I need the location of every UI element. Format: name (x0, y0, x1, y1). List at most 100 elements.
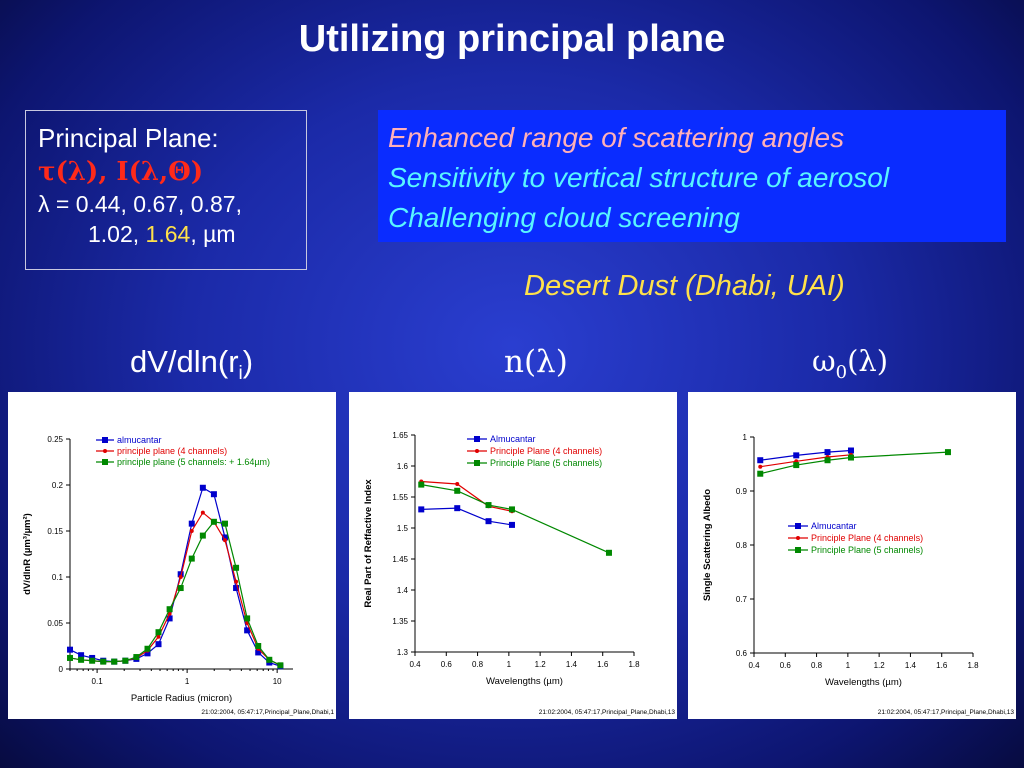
y-axis-label: Real Part of Reffactive Index (363, 479, 374, 608)
data-point (144, 650, 151, 657)
series-line-principle-plane-4-channels- (421, 480, 513, 512)
data-point (122, 657, 129, 664)
legend-label: Principle Plane (4 channels) (490, 446, 602, 456)
x-tick-label: 0.8 (472, 660, 484, 669)
series-line-principle-plane-4-channels- (69, 511, 281, 666)
albedo-title-sub: 0 (835, 361, 848, 383)
y-tick-label: 0.8 (736, 541, 748, 550)
x-tick-label: 1.4 (905, 661, 917, 670)
x-tick-label: 0.6 (441, 660, 453, 669)
wavelength-list-line1: λ = 0.44, 0.67, 0.87, (38, 191, 242, 217)
y-tick-label: 1.35 (392, 617, 408, 626)
data-point (155, 629, 162, 636)
y-tick-label: 1.5 (397, 524, 409, 533)
x-tick-label: 1 (846, 661, 851, 670)
data-point (418, 506, 425, 513)
x-axis-label: Wavelengths (µm) (825, 677, 902, 688)
legend-marker (474, 436, 480, 442)
x-tick-label: 1.8 (628, 660, 640, 669)
y-tick-label: 0.9 (736, 487, 748, 496)
size-title-sub: i (238, 363, 243, 385)
x-tick-label: 1 (185, 677, 190, 686)
dataset-label: Desert Dust (Dhabi, UAI) (524, 270, 845, 302)
data-point (210, 518, 217, 525)
legend-label: principle plane (5 channels: + 1.64µm) (117, 457, 270, 467)
legend-marker (796, 536, 800, 540)
legend-marker (102, 459, 108, 465)
data-point (155, 641, 162, 648)
y-tick-label: 0.05 (47, 619, 63, 628)
legend-label: Principle Plane (5 channels) (490, 458, 602, 468)
data-point (455, 481, 460, 486)
legend-marker (102, 437, 108, 443)
data-point (177, 585, 184, 592)
chart-footer: 21:02:2004, 05:47:17,Principal_Plane,Dha… (539, 709, 676, 716)
data-point (222, 538, 227, 543)
legend-marker (475, 449, 479, 453)
data-point (244, 615, 251, 622)
x-tick-label: 0.6 (780, 661, 792, 670)
x-tick-label: 1.6 (597, 660, 609, 669)
y-tick-label: 1.6 (397, 462, 409, 471)
data-point (221, 520, 228, 527)
refractive-index-title: n(λ) (504, 344, 568, 380)
wavelength-list-part-a: 1.02, (88, 221, 146, 247)
y-tick-label: 1.65 (392, 431, 408, 440)
refractive-index-svg: 1.3 1.35 1.4 1.45 1.5 1.55 1.6 1.65 0.4 0.6 0.8 1 1.… (363, 431, 676, 716)
data-point (200, 510, 205, 515)
data-point (454, 487, 461, 494)
legend-label: Almucantar (811, 521, 857, 531)
data-point (67, 646, 73, 653)
data-point (166, 606, 173, 613)
x-tick-label: 0.4 (748, 661, 760, 670)
x-tick-label: 0.1 (92, 677, 104, 686)
x-tick-label: 1.2 (874, 661, 886, 670)
size-distribution-svg: 0 0.05 0.1 0.15 0.2 0.25 0.1 1 10 Particle Radius… (22, 435, 334, 716)
legend-marker (795, 547, 801, 553)
y-tick-label: 0.1 (52, 573, 64, 582)
feature-item: Challenging cloud screening (388, 202, 740, 233)
albedo-svg: 0.60.70.80.910.4 0.6 0.8 1 1.2 1.4 1.6 1.8Wavel… (702, 433, 1014, 716)
x-tick-label: 0.8 (811, 661, 823, 670)
wavelength-list-line2: 1.02, 1.64, µm (38, 219, 294, 249)
x-tick-label: 1.2 (535, 660, 547, 669)
y-tick-label: 1.55 (392, 493, 408, 502)
data-point (89, 657, 96, 664)
feature-item: Enhanced range of scattering angles (388, 122, 845, 153)
data-point (255, 649, 262, 656)
x-tick-label: 1.6 (936, 661, 948, 670)
data-point (177, 571, 184, 578)
albedo-title: ω0(λ) (812, 344, 888, 383)
x-axis-label: Wavelengths (µm) (486, 676, 563, 687)
data-point (847, 447, 854, 454)
data-point (485, 502, 492, 509)
data-point (167, 611, 172, 616)
data-point (508, 506, 515, 513)
x-tick-label: 1.8 (967, 661, 979, 670)
legend-label: Principle Plane (4 channels) (811, 533, 923, 543)
data-point (454, 505, 461, 512)
data-point (824, 449, 831, 456)
y-tick-label: 0.7 (736, 595, 748, 604)
data-point (485, 518, 492, 525)
data-point (144, 645, 151, 652)
albedo-chart: 0.6 0.7 0.8 0.9 1 0.4 0.6 0.8 1 1.2 1.4 1.6 1.8 Wavel… (688, 392, 1016, 719)
size-title-close: ) (242, 344, 254, 379)
y-axis-label: dV/dlnR (µm³/µm²) (22, 513, 33, 595)
series-line-almucantar (760, 449, 852, 461)
series-line-principle-plane-4-channels- (760, 454, 852, 468)
data-point (166, 615, 173, 622)
x-tick-label: 0.4 (409, 660, 421, 669)
data-point (758, 464, 763, 469)
y-tick-label: 1.3 (397, 648, 409, 657)
series-line-almucantar (421, 507, 513, 526)
series-line-almucantar (69, 486, 281, 667)
data-point (199, 484, 206, 491)
data-point (78, 656, 85, 663)
data-point (233, 564, 240, 571)
data-point (757, 470, 764, 477)
data-point (418, 481, 425, 488)
data-point (221, 534, 228, 541)
data-point (233, 585, 240, 592)
principal-plane-box: Principal Plane: τ(λ), I(λ,Θ) λ = 0.44, … (25, 110, 307, 270)
